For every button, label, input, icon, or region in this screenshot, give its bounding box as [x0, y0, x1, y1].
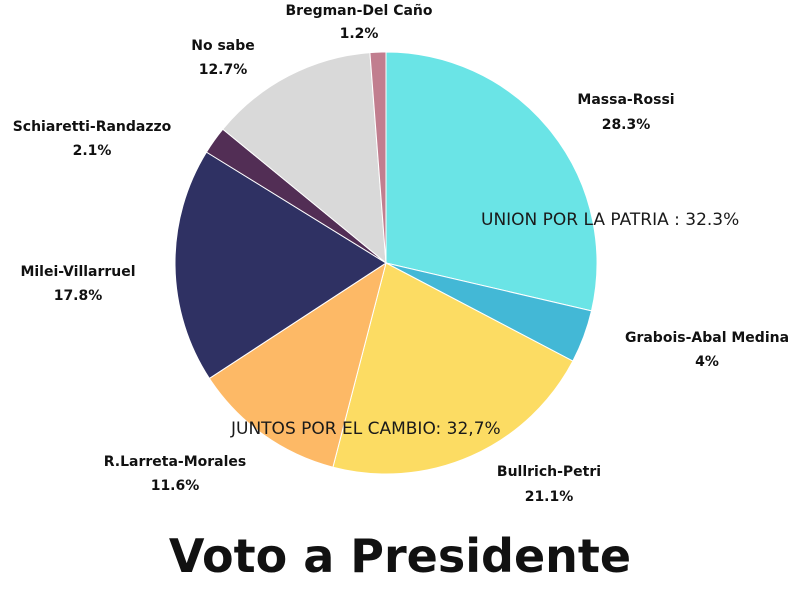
label-larreta-name: R.Larreta-Morales — [104, 454, 247, 470]
pie-slice-milei-villarruel — [174, 151, 387, 380]
pie-slices — [174, 51, 598, 475]
label-massa-rossi-name: Massa-Rossi — [577, 92, 674, 108]
pie-slice-massa-rossi — [385, 51, 598, 312]
label-massa-rossi-value: 28.3% — [602, 117, 651, 133]
label-schiaretti-name: Schiaretti-Randazzo — [13, 119, 172, 135]
label-grabois-name: Grabois-Abal Medina — [625, 330, 789, 346]
label-grabois-value: 4% — [695, 354, 719, 370]
group-annotation-union-por-la-patria: UNION POR LA PATRIA : 32.3% — [481, 210, 739, 230]
chart-title: Voto a Presidente — [168, 529, 632, 583]
pie-slice-bregman-del-ca-o — [369, 51, 387, 264]
label-bullrich-name: Bullrich-Petri — [497, 464, 601, 480]
label-milei-name: Milei-Villarruel — [20, 264, 135, 280]
label-no-sabe-value: 12.7% — [199, 62, 248, 78]
label-bregman-name: Bregman-Del Caño — [286, 3, 433, 19]
label-schiaretti-value: 2.1% — [73, 143, 112, 159]
pie-slice-r-larreta-morales — [208, 261, 387, 468]
pie-slice-bullrich-petri — [332, 262, 574, 475]
label-bullrich-value: 21.1% — [525, 489, 574, 505]
label-bregman-value: 1.2% — [340, 26, 379, 42]
pie-slice-no-sabe — [222, 52, 387, 265]
label-larreta-value: 11.6% — [151, 478, 200, 494]
label-no-sabe-name: No sabe — [191, 38, 255, 54]
label-milei-value: 17.8% — [54, 288, 103, 304]
group-annotation-juntos-por-el-cambio: JUNTOS POR EL CAMBIO: 32,7% — [230, 419, 501, 439]
